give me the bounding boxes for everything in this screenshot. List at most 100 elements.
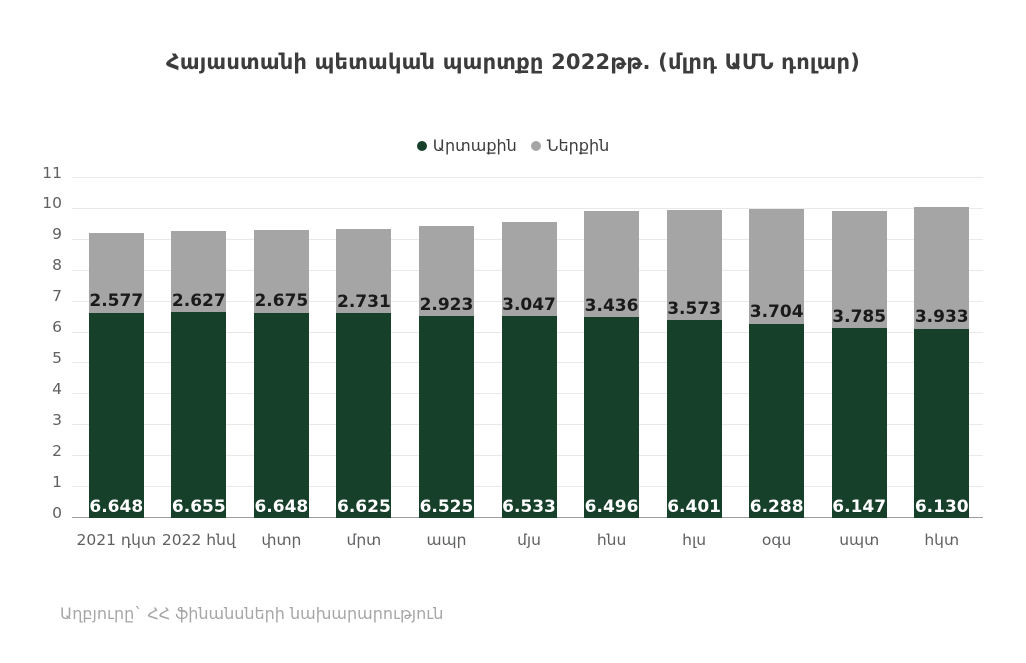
- stacked-bar: 6.648 2.577: [88, 178, 144, 518]
- bar-group: 6.648 2.577: [75, 178, 158, 518]
- bar-value-label: 3.785: [832, 306, 887, 327]
- bar-segment-internal: 3.436: [584, 211, 640, 318]
- bar-segment-internal: 3.047: [501, 221, 557, 317]
- bar-value-label: 6.533: [502, 496, 556, 517]
- bar-segment-internal: 2.923: [418, 225, 474, 317]
- y-tick-label: 1: [52, 472, 62, 491]
- bar-value-label: 2.577: [89, 291, 144, 312]
- bar-segment-external: 6.147: [831, 328, 887, 518]
- bar-segment-external: 6.288: [749, 323, 805, 518]
- x-tick-label: հնս: [596, 531, 627, 549]
- bar-value-label: 6.648: [254, 496, 309, 517]
- stacked-bar: 6.401 3.573: [666, 178, 722, 518]
- y-tick-label: 4: [52, 379, 62, 398]
- bar-value-label: 6.655: [171, 496, 226, 517]
- bar-value-label: 6.648: [89, 496, 144, 517]
- bar-value-label: 2.675: [254, 291, 309, 312]
- bar-value-label: 3.933: [914, 307, 969, 328]
- bar-group: 6.130 3.933: [900, 178, 983, 518]
- bar-value-label: 2.731: [337, 291, 391, 312]
- source-note: Աղբյուրը` ՀՀ ֆինանսների նախարարություն: [60, 604, 444, 623]
- bar-value-label: 3.047: [502, 294, 556, 315]
- bar-value-label: 6.130: [914, 496, 969, 517]
- bar-group: 6.288 3.704: [735, 178, 818, 518]
- x-tick-label: օգս: [761, 531, 792, 549]
- stacked-bar: 6.525 2.923: [418, 178, 474, 518]
- bar-value-label: 6.525: [419, 496, 474, 517]
- bar-segment-internal: 3.785: [831, 211, 887, 329]
- bar-value-label: 6.288: [749, 496, 804, 517]
- bar-value-label: 3.573: [667, 298, 721, 319]
- bar-segment-internal: 2.675: [253, 229, 309, 313]
- legend-label-internal: Ներքին: [546, 136, 610, 155]
- bar-segment-external: 6.130: [914, 328, 970, 518]
- bar-value-label: 3.704: [749, 302, 804, 323]
- bar-value-label: 3.436: [584, 295, 639, 316]
- stacked-bar: 6.288 3.704: [749, 178, 805, 518]
- stacked-bar: 6.147 3.785: [831, 178, 887, 518]
- bar-value-label: 2.923: [419, 295, 474, 316]
- chart-title: Հայաստանի պետական պարտքը 2022թթ. (մլրդ Ա…: [165, 50, 861, 74]
- bar-group: 6.533 3.047: [488, 178, 571, 518]
- legend-dot-internal-icon: [530, 140, 541, 151]
- y-tick-label: 6: [52, 317, 62, 336]
- x-tick-label: փտր: [261, 531, 302, 549]
- bar-segment-external: 6.401: [666, 320, 722, 518]
- y-tick-label: 0: [52, 503, 62, 522]
- bar-group: 6.655 2.627: [158, 178, 241, 518]
- x-tick-label: սպտ: [839, 531, 880, 549]
- bar-group: 6.648 2.675: [240, 178, 323, 518]
- bar-group: 6.496 3.436: [570, 178, 653, 518]
- y-tick-label: 10: [42, 194, 62, 213]
- stacked-bar: 6.496 3.436: [584, 178, 640, 518]
- x-tick-label: ապր: [426, 531, 467, 549]
- x-tick-label: մյս: [517, 531, 541, 549]
- x-tick-label: մրտ: [346, 531, 382, 549]
- stacked-bar-chart: 0 1 2 3 4 5 6 7 8 9 10 11 6.648 2.577 6.655 2.627 6.648…: [42, 165, 983, 549]
- stacked-bar: 6.625 2.731: [336, 178, 392, 518]
- gridline: [72, 207, 983, 209]
- stacked-bar: 6.655 2.627: [171, 178, 227, 518]
- bars-container: 6.648 2.577 6.655 2.627 6.648 2.675 6.625 2.731…: [75, 178, 983, 518]
- bar-segment-internal: 3.704: [749, 209, 805, 324]
- gridline: [72, 177, 983, 178]
- x-tick-label: հկտ: [924, 531, 960, 549]
- bar-segment-external: 6.655: [171, 312, 227, 518]
- y-tick-label: 11: [42, 163, 62, 182]
- legend-dot-external-icon: [416, 140, 427, 151]
- bar-segment-internal: 2.577: [88, 232, 144, 313]
- stacked-bar: 6.533 3.047: [501, 178, 557, 518]
- bar-group: 6.625 2.731: [323, 178, 406, 518]
- bar-segment-external: 6.648: [88, 312, 144, 518]
- bar-group: 6.525 2.923: [405, 178, 488, 518]
- x-tick-label: 2021 դկտ: [76, 531, 157, 549]
- legend-item-external: Արտաքին: [416, 136, 517, 155]
- bar-segment-external: 6.648: [253, 312, 309, 518]
- x-tick-label: 2022 հնվ: [161, 531, 236, 549]
- legend-item-internal: Ներքին: [530, 136, 610, 155]
- bar-value-label: 6.147: [832, 496, 887, 517]
- legend-label-external: Արտաքին: [432, 136, 517, 155]
- bar-value-label: 2.627: [171, 291, 226, 312]
- y-tick-label: 9: [52, 225, 62, 244]
- x-tick-label: հլս: [682, 531, 707, 549]
- bar-segment-external: 6.496: [584, 317, 640, 518]
- x-axis: 2021 դկտ 2022 հնվ փտր մրտ ապր մյս հնս հլս օգս սպտ…: [75, 518, 983, 549]
- y-tick-label: 5: [52, 348, 62, 367]
- bar-segment-internal: 3.933: [914, 206, 970, 329]
- y-tick-label: 3: [52, 410, 62, 429]
- stacked-bar: 6.130 3.933: [914, 178, 970, 518]
- bar-segment-internal: 3.573: [666, 209, 722, 321]
- bar-group: 6.401 3.573: [653, 178, 736, 518]
- stacked-bar: 6.648 2.675: [253, 178, 309, 518]
- chart-legend: Արտաքին Ներքին: [0, 136, 1026, 155]
- bar-group: 6.147 3.785: [818, 178, 901, 518]
- bar-value-label: 6.401: [667, 496, 721, 517]
- y-axis: 0 1 2 3 4 5 6 7 8 9 10 11: [0, 165, 68, 522]
- bar-segment-external: 6.625: [336, 313, 392, 518]
- bar-value-label: 6.625: [337, 496, 391, 517]
- bar-value-label: 6.496: [584, 496, 639, 517]
- y-tick-label: 7: [52, 286, 62, 305]
- y-tick-label: 8: [52, 255, 62, 274]
